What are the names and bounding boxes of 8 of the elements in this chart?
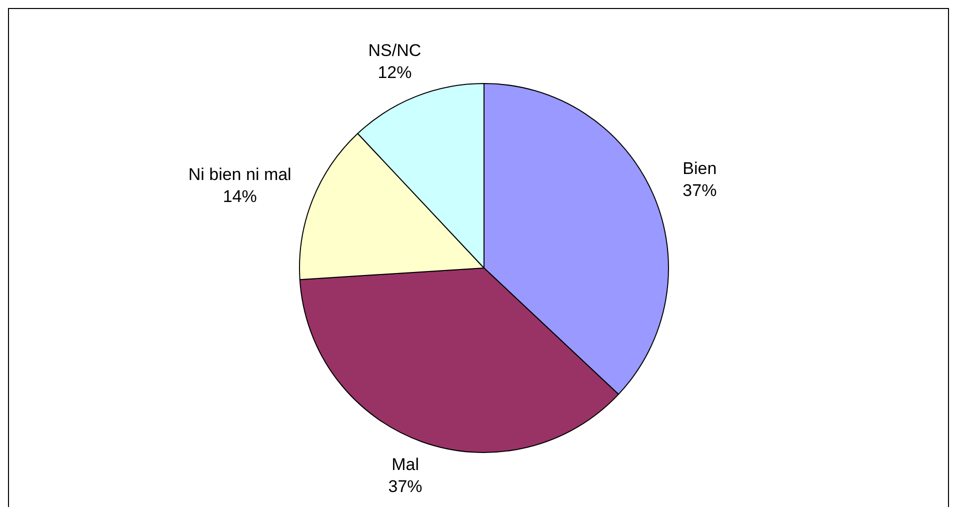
slice-label: Mal	[392, 455, 419, 474]
data-label: 12%	[378, 62, 412, 82]
data-label: 37%	[682, 180, 717, 200]
data-label: 14%	[222, 187, 257, 206]
slice-label: Ni bien ni mal	[188, 165, 292, 184]
data-label: 37%	[388, 477, 422, 496]
slice-label: Bien	[682, 158, 717, 178]
slice-label: NS/NC	[368, 40, 422, 60]
